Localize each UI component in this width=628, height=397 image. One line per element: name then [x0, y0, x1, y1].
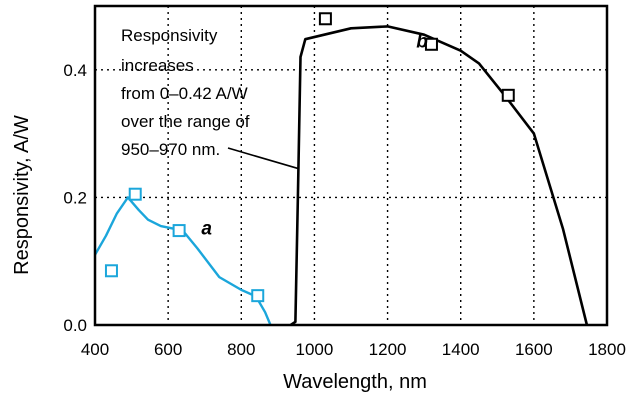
x-tick-label-1600: 1600 — [515, 340, 553, 359]
annotation-line-5: 950–970 nm. — [121, 140, 220, 159]
series-b-point-1 — [318, 12, 332, 26]
series-b-curve — [289, 25, 589, 327]
annotation-line-3: from 0–0.42 A/W — [121, 84, 248, 103]
grid-lines — [95, 6, 607, 325]
y-tick-label-0.4: 0.4 — [63, 61, 87, 80]
series-a-curve — [93, 196, 272, 326]
x-tick-label-1800: 1800 — [588, 340, 626, 359]
y-tick-label-0.2: 0.2 — [63, 188, 87, 207]
x-tick-label-400: 400 — [81, 340, 109, 359]
tick-labels: 400 600 800 1000 1200 1400 1600 1800 0.0 0.2 0.4 — [63, 61, 626, 359]
annotation-layer: Responsivity increases from 0–0.42 A/W o… — [121, 26, 299, 170]
x-tick-label-600: 600 — [154, 340, 182, 359]
series-b-point-2 — [424, 37, 438, 51]
x-tick-label-1400: 1400 — [442, 340, 480, 359]
y-tick-label-0.0: 0.0 — [63, 316, 87, 335]
series-a-point-3 — [172, 224, 186, 238]
series-a-point-1 — [104, 264, 118, 278]
x-tick-label-800: 800 — [227, 340, 255, 359]
plot-frame — [93, 4, 609, 327]
series-a-label: a — [201, 219, 212, 240]
series-b-point-3 — [501, 88, 515, 102]
annotation-line-4: over the range of — [121, 112, 250, 131]
x-axis-title: Wavelength, nm — [283, 371, 427, 393]
x-tick-label-1200: 1200 — [369, 340, 407, 359]
series-b-label: b — [416, 32, 428, 53]
y-axis-title: Responsivity, A/W — [11, 115, 33, 275]
annotation-line-2: increases — [121, 56, 194, 75]
series-a-point-2 — [128, 187, 142, 201]
annotation-leader-line — [227, 147, 299, 170]
series-a-point-4 — [251, 289, 265, 303]
x-tick-label-1000: 1000 — [296, 340, 334, 359]
annotation-line-1: Responsivity — [121, 26, 218, 45]
